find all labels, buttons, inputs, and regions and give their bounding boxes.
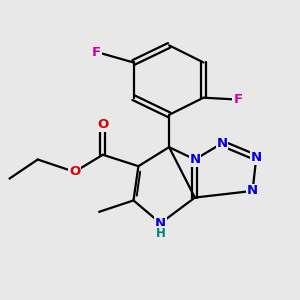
Text: N: N [155, 217, 166, 230]
Text: N: N [251, 151, 262, 164]
Text: H: H [156, 226, 165, 240]
Text: O: O [69, 165, 80, 178]
Text: N: N [189, 153, 200, 166]
Text: O: O [97, 118, 108, 131]
Text: N: N [216, 137, 227, 150]
Text: F: F [233, 93, 242, 106]
Text: F: F [92, 46, 101, 59]
Text: N: N [247, 184, 258, 197]
